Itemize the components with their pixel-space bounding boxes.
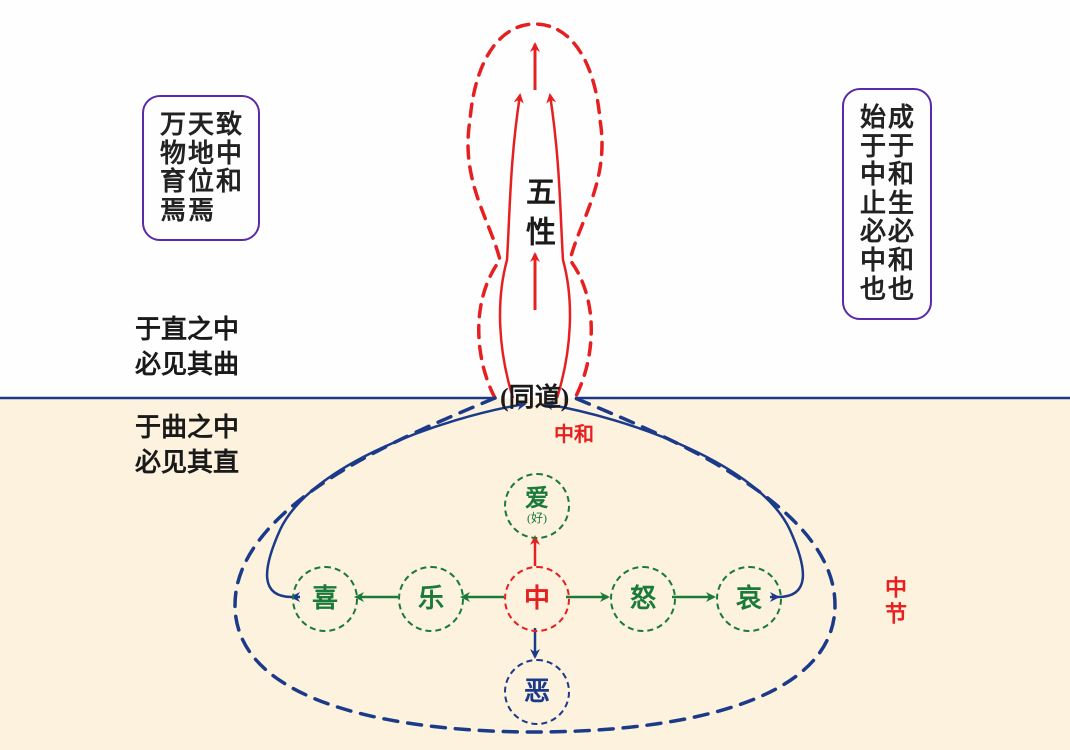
text-box-right: 成于和生必和也始于中止必中也	[842, 88, 932, 320]
text-box-left: 致中和天地位焉万物育焉	[142, 95, 260, 241]
text-column: 致中和	[216, 111, 242, 225]
emotion-love-label: 爱	[525, 487, 549, 512]
label-wuxing: 五性	[515, 176, 559, 256]
text-column: 万物育焉	[160, 111, 186, 225]
diagram-canvas: 致中和天地位焉万物育焉 成于和生必和也始于中止必中也 于直之中 必见其曲 于曲之…	[0, 0, 1070, 750]
emotion-nu: 怒	[610, 566, 676, 632]
emotion-center: 中	[504, 566, 570, 632]
emotion-le-label: 乐	[418, 585, 444, 612]
emotion-nu-label: 怒	[630, 585, 656, 612]
emotion-center-label: 中	[524, 585, 550, 612]
emotion-xi: 喜	[292, 566, 358, 632]
emotion-ai: 哀	[716, 566, 782, 632]
text-column: 始于中止必中也	[860, 104, 886, 304]
couplet-lower: 于曲之中 必见其直	[135, 410, 239, 480]
label-zhonghe: 中和	[554, 418, 594, 447]
emotion-evil-label: 恶	[524, 678, 550, 705]
label-zhongjie: 中节	[878, 576, 910, 628]
emotion-le: 乐	[398, 566, 464, 632]
emotion-love-sublabel: (好)	[527, 512, 547, 525]
text-column: 天地位焉	[188, 111, 214, 225]
label-tongdao: (同道)	[500, 377, 569, 414]
emotion-xi-label: 喜	[312, 585, 338, 612]
couplet-upper: 于直之中 必见其曲	[135, 312, 239, 382]
emotion-evil: 恶	[504, 659, 570, 725]
emotion-ai-label: 哀	[736, 585, 762, 612]
emotion-love: 爱 (好)	[504, 473, 570, 539]
text-column: 成于和生必和也	[888, 104, 914, 304]
